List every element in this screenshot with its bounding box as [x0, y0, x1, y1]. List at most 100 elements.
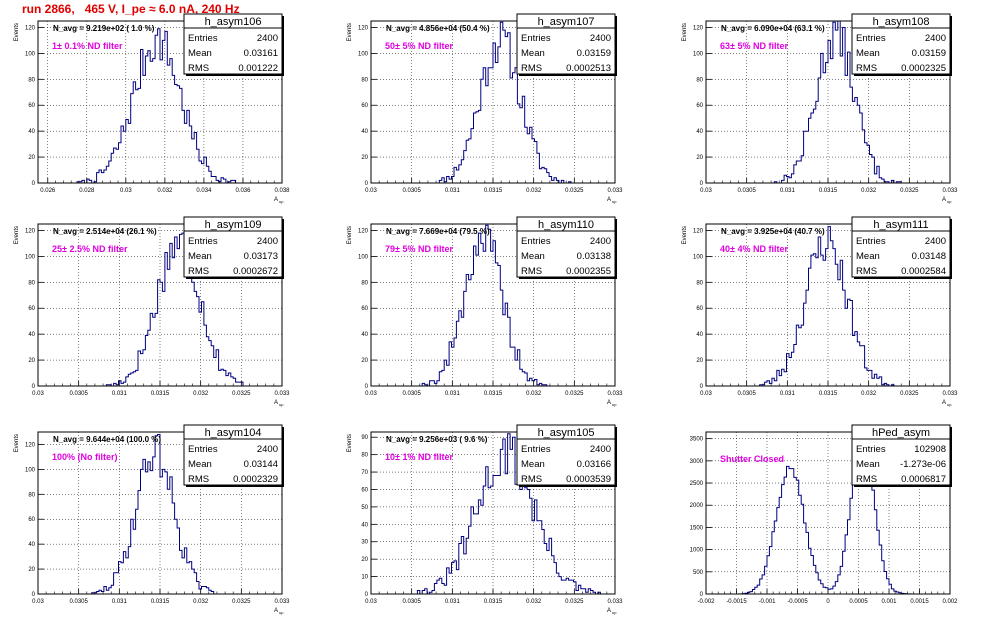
stats-value: 2400 [925, 236, 946, 247]
y-tick-label: 500 [693, 570, 704, 576]
histogram-series-line [38, 28, 282, 184]
stats-label: Entries [521, 444, 551, 455]
x-tick-label: 0 [826, 599, 830, 605]
y-tick-label: 80 [28, 492, 35, 498]
histogram-series-line [706, 438, 950, 595]
stats-label: Entries [521, 236, 551, 247]
stats-label: Entries [188, 236, 218, 247]
y-tick-label: 0 [365, 181, 369, 187]
y-tick-label: 100 [25, 254, 36, 260]
navg-label: N_avg = 9.256e+03 ( 9.6 %) [386, 435, 488, 444]
stats-value: 0.03159 [577, 48, 611, 59]
y-tick-label: 1500 [690, 525, 704, 531]
x-tick-label: 0.032 [526, 391, 542, 397]
stats-value: 0.03159 [912, 48, 946, 59]
x-tick-label: -0.0015 [726, 599, 747, 605]
x-tick-label: 0.028 [79, 188, 95, 194]
x-tick-label: 0.032 [526, 188, 542, 194]
y-tick-label: 40 [361, 332, 368, 338]
stats-box-title: h_asym108 [873, 16, 930, 28]
stats-box-title: h_asym106 [205, 16, 262, 28]
y-tick-label: 80 [696, 280, 703, 286]
stats-box [516, 216, 616, 278]
histogram-panel-h_asym107: 0.03 0.0305 0.031 0.0315 0.032 0.0325 0.033 0 20… [347, 13, 623, 204]
y-tick-label: 60 [361, 103, 368, 109]
y-tick-label: 20 [28, 358, 35, 364]
stats-value: 0.0002325 [901, 63, 946, 74]
x-tick-label: 0.033 [607, 188, 623, 194]
x-tick-label: -0.002 [697, 599, 715, 605]
stats-label: Mean [521, 459, 545, 470]
x-tick-label: 0.0315 [819, 188, 838, 194]
stats-label: RMS [188, 474, 209, 485]
y-axis-label: Events [682, 23, 688, 41]
y-tick-label: 80 [696, 77, 703, 83]
x-tick-label: 0.03 [365, 391, 377, 397]
y-tick-label: 100 [693, 254, 704, 260]
x-tick-label: -0.001 [758, 599, 776, 605]
y-tick-label: 20 [361, 358, 368, 364]
filter-label: 40± 4% ND filter [720, 244, 788, 254]
y-axis-label: Events [682, 226, 688, 244]
y-axis-label: Events [347, 226, 353, 244]
stats-label: Mean [856, 251, 880, 262]
y-tick-label: 40 [28, 542, 35, 548]
stats-value: 0.0003539 [566, 474, 611, 485]
stats-label: RMS [856, 266, 877, 277]
navg-label: N_avg = 7.669e+04 (79.5 %) [386, 227, 490, 236]
x-tick-label: 0.0005 [849, 599, 868, 605]
y-tick-label: 70 [361, 470, 368, 476]
histogram-panel-h_asym111: 0.03 0.0305 0.031 0.0315 0.032 0.0325 0.033 0 20… [682, 216, 958, 407]
x-tick-label: 0.0015 [910, 599, 929, 605]
x-tick-label: 0.031 [112, 391, 128, 397]
y-tick-label: 3000 [690, 459, 704, 465]
navg-label: N_avg = 9.644e+04 (100.0 %) [53, 435, 161, 444]
stats-label: Entries [856, 33, 886, 44]
stats-value: 102908 [914, 444, 946, 455]
x-tick-label: 0.0305 [737, 188, 756, 194]
y-tick-label: 60 [28, 517, 35, 523]
stats-label: RMS [188, 63, 209, 74]
stats-box-title: h_asym111 [873, 219, 928, 231]
y-tick-label: 0 [365, 384, 369, 390]
y-tick-label: 20 [361, 557, 368, 563]
x-axis-label: A [274, 608, 278, 614]
y-tick-label: 40 [28, 129, 35, 135]
x-axis-label-subscript: up [612, 610, 617, 615]
x-tick-label: 0.0325 [232, 599, 251, 605]
y-tick-label: 30 [361, 540, 368, 546]
stats-value: 0.03161 [244, 48, 278, 59]
stats-value: 0.0002513 [566, 63, 611, 74]
y-tick-label: 100 [25, 51, 36, 57]
x-tick-label: 0.033 [274, 391, 290, 397]
y-tick-label: 0 [365, 592, 369, 598]
y-tick-label: 0 [700, 181, 704, 187]
stats-label: Mean [856, 459, 880, 470]
filter-label: 79± 5% ND filter [385, 244, 453, 254]
y-tick-label: 40 [361, 522, 368, 528]
run-title: run 2866, 465 V, I_pe ≈ 6.0 nA, 240 Hz [22, 2, 240, 16]
stats-box [516, 13, 616, 75]
stats-box [183, 216, 283, 278]
stats-value: 2400 [590, 444, 611, 455]
y-tick-label: 50 [361, 505, 368, 511]
y-tick-label: 100 [693, 51, 704, 57]
x-tick-label: 0.0315 [151, 391, 170, 397]
stats-box [183, 13, 283, 75]
x-tick-label: 0.032 [193, 391, 209, 397]
navg-label: N_avg = 2.514e+04 (26.1 %) [53, 227, 157, 236]
x-tick-label: 0.036 [235, 188, 251, 194]
x-tick-label: 0.001 [881, 599, 897, 605]
x-axis-label: A [607, 608, 611, 614]
x-tick-label: 0.0315 [484, 391, 503, 397]
y-tick-label: 80 [361, 453, 368, 459]
x-tick-label: 0.0305 [737, 391, 756, 397]
plot-frame [37, 20, 283, 184]
y-axis-label: Events [14, 23, 20, 41]
y-tick-label: 40 [28, 332, 35, 338]
y-tick-label: 120 [693, 25, 704, 31]
stats-label: RMS [521, 63, 542, 74]
stats-label: RMS [188, 266, 209, 277]
x-tick-label: 0.0305 [402, 599, 421, 605]
y-tick-label: 3500 [690, 437, 704, 443]
